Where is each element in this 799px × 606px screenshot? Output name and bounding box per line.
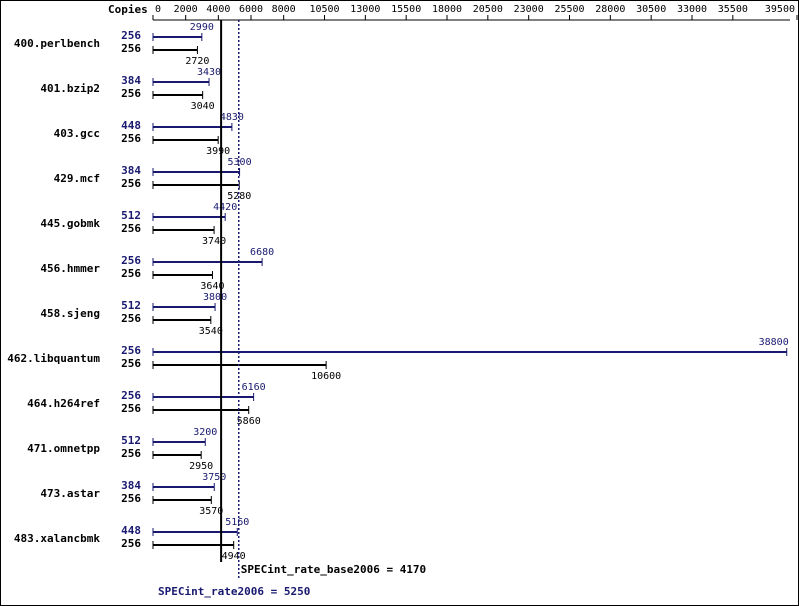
value-label: 2720 xyxy=(185,56,209,67)
value-label: 3990 xyxy=(206,146,230,157)
copies-label: 384 xyxy=(121,479,141,492)
value-label: 6680 xyxy=(250,247,274,258)
category-label: 445.gobmk xyxy=(40,217,100,230)
x-tick-label: 10500 xyxy=(309,4,339,15)
copies-label: 512 xyxy=(121,434,141,447)
category-label: 464.h264ref xyxy=(27,397,100,410)
copies-label: 256 xyxy=(121,447,141,460)
copies-label: 448 xyxy=(121,524,141,537)
copies-label: 256 xyxy=(121,29,141,42)
category-label: 473.astar xyxy=(40,487,100,500)
category-label: 483.xalancbmk xyxy=(14,532,100,545)
value-label: 3800 xyxy=(203,292,227,303)
x-tick-label: 20500 xyxy=(473,4,503,15)
x-tick-label: 30500 xyxy=(636,4,666,15)
reference-label: SPECint_rate_base2006 = 4170 xyxy=(241,563,426,576)
category-label: 429.mcf xyxy=(54,172,100,185)
x-tick-label: 15500 xyxy=(391,4,421,15)
x-tick-label: 8000 xyxy=(272,4,296,15)
x-tick-label: 28000 xyxy=(595,4,625,15)
x-tick-label: 23000 xyxy=(514,4,544,15)
value-label: 6160 xyxy=(242,382,266,393)
copies-label: 256 xyxy=(121,389,141,402)
x-tick-label: 35500 xyxy=(718,4,748,15)
x-tick-label: 33000 xyxy=(677,4,707,15)
value-label: 38800 xyxy=(759,337,789,348)
copies-label: 256 xyxy=(121,537,141,550)
value-label: 2990 xyxy=(190,22,214,33)
category-label: 458.sjeng xyxy=(40,307,100,320)
reference-label: SPECint_rate2006 = 5250 xyxy=(158,585,310,598)
value-label: 3540 xyxy=(199,326,223,337)
copies-label: 256 xyxy=(121,357,141,370)
x-tick-label: 4000 xyxy=(206,4,230,15)
copies-label: 256 xyxy=(121,87,141,100)
value-label: 3640 xyxy=(200,281,224,292)
category-label: 471.omnetpp xyxy=(27,442,100,455)
x-tick-label: 6000 xyxy=(239,4,263,15)
x-tick-label: 13000 xyxy=(350,4,380,15)
category-label: 401.bzip2 xyxy=(40,82,100,95)
axis-label: Copies xyxy=(108,3,148,16)
x-tick-label: 39500 xyxy=(765,4,795,15)
category-label: 456.hmmer xyxy=(40,262,100,275)
value-label: 5160 xyxy=(225,517,249,528)
value-label: 5860 xyxy=(237,416,261,427)
copies-label: 256 xyxy=(121,42,141,55)
x-tick-label: 0 xyxy=(155,4,161,15)
copies-label: 256 xyxy=(121,344,141,357)
category-label: 403.gcc xyxy=(54,127,100,140)
value-label: 3430 xyxy=(197,67,221,78)
copies-label: 448 xyxy=(121,119,141,132)
value-label: 4830 xyxy=(220,112,244,123)
copies-label: 384 xyxy=(121,164,141,177)
copies-label: 256 xyxy=(121,177,141,190)
x-tick-label: 25500 xyxy=(554,4,584,15)
copies-label: 256 xyxy=(121,254,141,267)
value-label: 4940 xyxy=(222,551,246,562)
copies-label: 512 xyxy=(121,209,141,222)
value-label: 4420 xyxy=(213,202,237,213)
value-label: 3750 xyxy=(202,472,226,483)
copies-label: 256 xyxy=(121,132,141,145)
value-label: 3740 xyxy=(202,236,226,247)
category-label: 462.libquantum xyxy=(7,352,100,365)
value-label: 3200 xyxy=(193,427,217,438)
x-tick-label: 18000 xyxy=(432,4,462,15)
copies-label: 256 xyxy=(121,267,141,280)
copies-label: 512 xyxy=(121,299,141,312)
value-label: 10600 xyxy=(311,371,341,382)
value-label: 2950 xyxy=(189,461,213,472)
copies-label: 384 xyxy=(121,74,141,87)
value-label: 3040 xyxy=(191,101,215,112)
copies-label: 256 xyxy=(121,312,141,325)
copies-label: 256 xyxy=(121,402,141,415)
copies-label: 256 xyxy=(121,222,141,235)
value-label: 5300 xyxy=(228,157,252,168)
value-label: 3570 xyxy=(199,506,223,517)
category-label: 400.perlbench xyxy=(14,37,100,50)
copies-label: 256 xyxy=(121,492,141,505)
x-tick-label: 2000 xyxy=(174,4,198,15)
